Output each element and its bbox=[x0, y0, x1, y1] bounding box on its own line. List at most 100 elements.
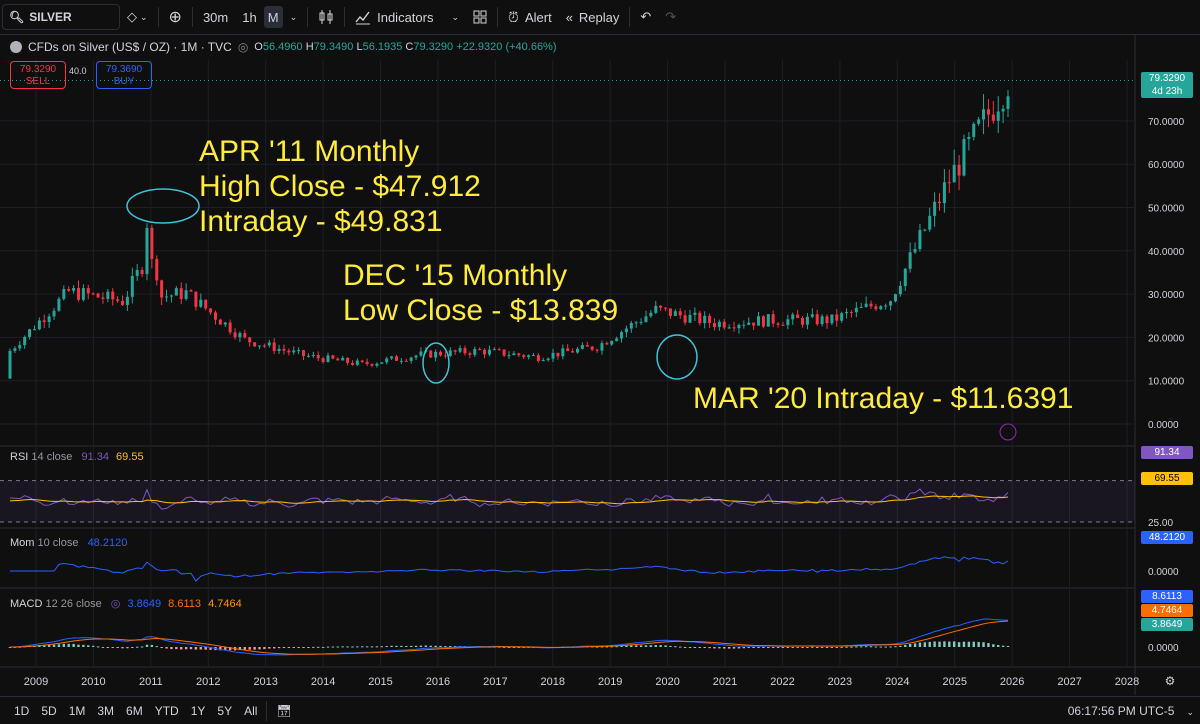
visibility-icon[interactable]: ◎ bbox=[237, 40, 249, 54]
undo-button[interactable]: ↶ bbox=[633, 0, 658, 34]
grid-icon bbox=[473, 10, 487, 24]
macd-histogram-bar bbox=[47, 644, 51, 647]
range-5y[interactable]: 5Y bbox=[217, 703, 233, 718]
compare-button[interactable]: ⊕ bbox=[162, 0, 189, 34]
settings-icon[interactable]: ◎ bbox=[110, 598, 121, 610]
chart-canvas[interactable]: 70.0000 60.0000 50.0000 40.0000 30.0000 20.00… bbox=[0, 35, 1200, 695]
replay-button[interactable]: « Replay bbox=[559, 0, 627, 34]
candle-body bbox=[106, 291, 110, 299]
candle-body bbox=[414, 355, 418, 358]
candle-body bbox=[688, 314, 692, 323]
timeframe-month[interactable]: M bbox=[263, 6, 283, 28]
candle-body bbox=[786, 319, 790, 326]
annotation-apr-2011: APR '11 Monthly High Close - $47.912 Int… bbox=[199, 134, 481, 239]
candle-body bbox=[600, 343, 604, 351]
layouts-button[interactable] bbox=[466, 0, 494, 34]
macd-histogram-bar bbox=[82, 644, 85, 647]
indicators-label: Indicators bbox=[377, 9, 434, 25]
rsi-pane: 75.0025.00 bbox=[0, 477, 1173, 529]
candle-body bbox=[429, 350, 433, 358]
time-tick-label: 2021 bbox=[713, 676, 737, 688]
range-all[interactable]: All bbox=[244, 703, 258, 718]
macd-histogram-bar bbox=[742, 647, 746, 649]
price-tick-label: 30.0000 bbox=[1148, 290, 1185, 301]
candle-body bbox=[717, 321, 721, 328]
ohlc-values: O56.4960 H79.3490 L56.1935 C79.3290 +22.… bbox=[254, 41, 557, 53]
buy-button[interactable]: 79.3690 BUY bbox=[96, 61, 152, 89]
macd-histogram-bar bbox=[238, 647, 242, 651]
macd-histogram-bar bbox=[928, 641, 931, 647]
sell-price: 79.3290 bbox=[19, 64, 57, 75]
candle-body bbox=[277, 348, 281, 352]
macd-histogram-bar bbox=[703, 647, 706, 648]
macd-histogram-bar bbox=[292, 647, 295, 648]
sell-button[interactable]: 79.3290 SELL bbox=[10, 61, 66, 89]
macd-histogram-bar bbox=[444, 646, 447, 648]
candle-body bbox=[527, 355, 531, 357]
candle-body bbox=[28, 329, 32, 337]
macd-histogram-bar bbox=[957, 642, 961, 647]
timeframe-1h[interactable]: 1h bbox=[242, 9, 257, 25]
macd-histogram-bar bbox=[845, 646, 848, 648]
candle-body bbox=[331, 355, 335, 359]
candle-body bbox=[365, 361, 369, 365]
candle-body bbox=[458, 348, 462, 352]
price-tick-label: 40.0000 bbox=[1148, 247, 1185, 258]
macd-histogram-bar bbox=[57, 644, 61, 647]
candle-body bbox=[233, 332, 237, 338]
candle-body bbox=[512, 353, 516, 356]
candle-body bbox=[409, 357, 413, 361]
macd-histogram-bar bbox=[923, 642, 927, 647]
range-5d[interactable]: 5D bbox=[41, 703, 57, 718]
time-tick-label: 2018 bbox=[541, 676, 565, 688]
divider bbox=[266, 700, 268, 721]
time-tick-label: 2022 bbox=[770, 676, 794, 688]
range-1m[interactable]: 1M bbox=[68, 703, 86, 718]
chevron-down-icon: ⌄ bbox=[1186, 706, 1194, 717]
macd-histogram-bar bbox=[356, 646, 359, 648]
timeframe-dropdown[interactable]: ⌄ bbox=[283, 0, 305, 34]
macd-histogram-bar bbox=[145, 644, 149, 647]
signal-line bbox=[9, 620, 1009, 655]
macd-histogram-bar bbox=[395, 645, 398, 647]
candle-body bbox=[996, 111, 1000, 121]
candle-body bbox=[639, 321, 643, 323]
price-candles bbox=[0, 80, 1135, 441]
candle-body bbox=[23, 336, 27, 346]
candle-body bbox=[174, 288, 178, 296]
macd-pane: 0.0000 bbox=[8, 618, 1179, 656]
favorite-dropdown[interactable]: ◇ ⌄ bbox=[120, 0, 155, 34]
bar-countdown: 4d 23h bbox=[1151, 86, 1183, 97]
candle-body bbox=[967, 136, 971, 140]
candle-body bbox=[522, 355, 526, 357]
candle-body bbox=[145, 227, 149, 275]
clock-dropdown[interactable]: ⌄ bbox=[1180, 704, 1200, 718]
indicators-button[interactable]: Indicators ⌄ bbox=[348, 0, 466, 34]
redo-button[interactable]: ↷ bbox=[658, 0, 683, 34]
range-6m[interactable]: 6M bbox=[126, 703, 143, 718]
candle-body bbox=[336, 358, 340, 361]
macd-histogram-bar bbox=[918, 642, 922, 647]
range-1y[interactable]: 1Y bbox=[190, 703, 206, 718]
macd-histogram-bar bbox=[948, 641, 951, 647]
spread-value: 40.0 bbox=[69, 66, 87, 76]
candle-body bbox=[590, 346, 594, 350]
candle-body bbox=[624, 328, 628, 333]
candle-body bbox=[962, 139, 966, 176]
candle-body bbox=[52, 310, 56, 317]
symbol-search[interactable]: 🔍︎ SILVER bbox=[2, 4, 120, 30]
candle-body bbox=[439, 351, 443, 356]
goto-date-button[interactable]: 📅︎ bbox=[270, 704, 297, 718]
candle-body bbox=[673, 311, 677, 316]
macd-histogram-bar bbox=[189, 647, 193, 650]
candle-body bbox=[316, 355, 320, 359]
chart-type-button[interactable] bbox=[311, 0, 341, 34]
macd-histogram-bar bbox=[400, 645, 403, 647]
range-ytd[interactable]: YTD bbox=[154, 703, 179, 718]
range-3m[interactable]: 3M bbox=[97, 703, 115, 718]
alert-button[interactable]: ⏰︎ Alert bbox=[501, 0, 559, 34]
macd-histogram-bar bbox=[116, 647, 119, 648]
range-1d[interactable]: 1D bbox=[14, 703, 30, 718]
macd-histogram-bar bbox=[43, 645, 46, 647]
timeframe-30m[interactable]: 30m bbox=[202, 9, 229, 25]
